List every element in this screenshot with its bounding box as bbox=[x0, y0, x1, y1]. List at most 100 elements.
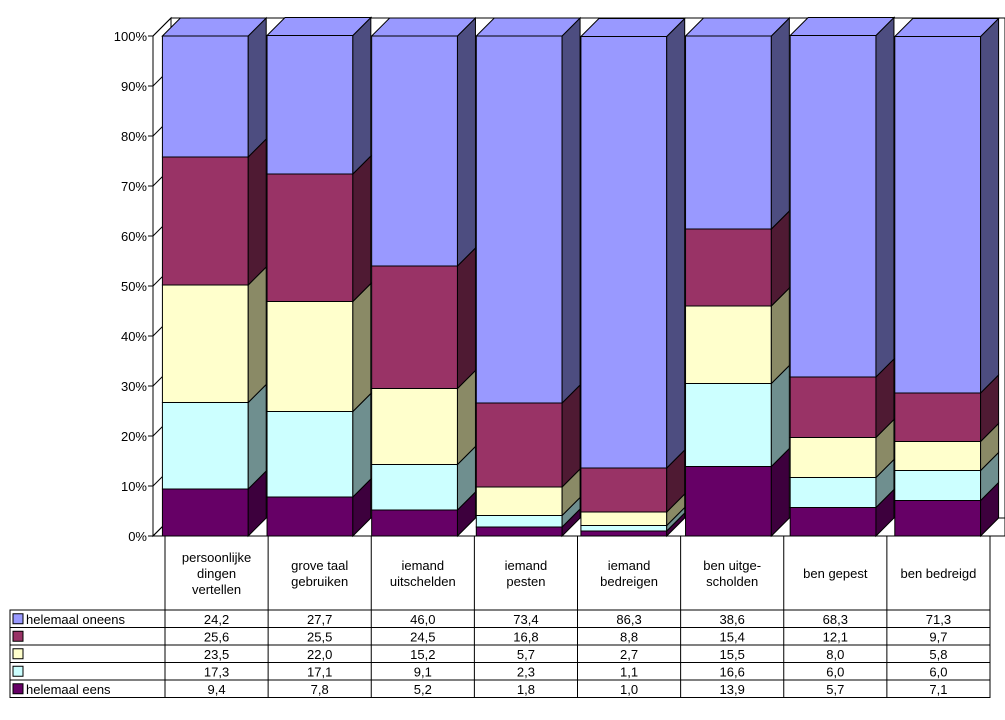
bar-top bbox=[788, 17, 896, 36]
bar-top bbox=[265, 17, 373, 36]
data-label: 5,7 bbox=[517, 647, 535, 662]
bar-segment-side bbox=[875, 16, 895, 379]
data-label: 1,8 bbox=[517, 682, 535, 697]
category-label: vertellen bbox=[192, 582, 241, 597]
bar-segment bbox=[371, 509, 458, 537]
data-label: 17,1 bbox=[307, 664, 332, 679]
bar-segment-side bbox=[980, 17, 1000, 395]
bar-segment bbox=[161, 402, 249, 490]
data-label: 9,7 bbox=[929, 629, 947, 644]
bar-segment bbox=[894, 470, 982, 501]
bar-segment bbox=[371, 464, 458, 511]
category-label: ben gepest bbox=[803, 566, 868, 581]
bar-segment-side bbox=[666, 17, 686, 470]
bar-segment bbox=[789, 35, 877, 378]
data-label: 5,7 bbox=[826, 682, 844, 697]
bar-segment bbox=[475, 35, 563, 404]
bar-top bbox=[893, 18, 1000, 37]
data-label: 6,0 bbox=[929, 664, 947, 679]
category-label: ben bedreigd bbox=[900, 566, 976, 581]
bar-segment bbox=[266, 496, 354, 537]
category-label: iemand bbox=[505, 558, 548, 573]
data-label: 9,1 bbox=[414, 664, 432, 679]
data-label: 86,3 bbox=[616, 612, 641, 627]
category-label: pesten bbox=[506, 574, 545, 589]
bar-top bbox=[684, 17, 791, 37]
data-label: 68,3 bbox=[823, 612, 848, 627]
data-label: 7,8 bbox=[311, 682, 329, 697]
bar-segment bbox=[475, 486, 563, 516]
data-label: 24,5 bbox=[410, 629, 435, 644]
data-label: 15,4 bbox=[720, 629, 745, 644]
y-tick-label: 20% bbox=[121, 429, 147, 444]
bar-segment bbox=[266, 411, 354, 498]
bar-segment bbox=[580, 511, 668, 526]
legend-label: helemaal oneens bbox=[26, 612, 126, 627]
data-label: 24,2 bbox=[204, 612, 229, 627]
bar-segment-side bbox=[352, 154, 372, 303]
bar-segment bbox=[685, 466, 772, 537]
y-tick-label: 30% bbox=[121, 379, 147, 394]
data-label: 2,3 bbox=[517, 664, 535, 679]
y-tick-label: 0% bbox=[128, 529, 147, 544]
bar-segment bbox=[580, 467, 668, 513]
data-label: 6,0 bbox=[826, 664, 844, 679]
bar-segment bbox=[371, 35, 458, 267]
data-label: 13,9 bbox=[720, 682, 745, 697]
bar-segment bbox=[266, 173, 354, 302]
bar-top bbox=[161, 17, 268, 37]
bar-segment bbox=[161, 284, 249, 403]
y-tick-label: 10% bbox=[121, 479, 147, 494]
bar-segment-side bbox=[561, 16, 581, 405]
data-label: 9,4 bbox=[208, 682, 226, 697]
y-tick-label: 60% bbox=[121, 229, 147, 244]
bar-segment bbox=[685, 228, 772, 307]
bar-segment bbox=[894, 392, 982, 442]
legend-key bbox=[12, 665, 24, 677]
data-label: 1,0 bbox=[620, 682, 638, 697]
category-label: ben uitge- bbox=[703, 558, 761, 573]
category-label: scholden bbox=[706, 574, 758, 589]
bar-segment bbox=[685, 305, 772, 384]
bar-segment bbox=[580, 525, 668, 532]
bar-segment bbox=[161, 156, 249, 286]
bar-segment bbox=[789, 477, 877, 508]
y-tick-label: 90% bbox=[121, 79, 147, 94]
y-tick-label: 50% bbox=[121, 279, 147, 294]
bar-segment-side bbox=[247, 265, 267, 404]
data-label: 17,3 bbox=[204, 664, 229, 679]
y-tick-label: 40% bbox=[121, 329, 147, 344]
bar-segment-side bbox=[247, 137, 267, 287]
data-label: 5,8 bbox=[929, 647, 947, 662]
data-label: 38,6 bbox=[720, 612, 745, 627]
category-label: iemand bbox=[401, 558, 444, 573]
bar-segment bbox=[161, 35, 249, 158]
category-label: uitschelden bbox=[390, 574, 456, 589]
bar-top bbox=[370, 17, 477, 37]
category-label: bedreigen bbox=[600, 574, 658, 589]
legend-key bbox=[12, 683, 24, 695]
data-label: 25,5 bbox=[307, 629, 332, 644]
data-label: 71,3 bbox=[926, 612, 951, 627]
category-label: grove taal bbox=[291, 558, 348, 573]
legend-key bbox=[12, 630, 24, 642]
legend-key bbox=[12, 613, 24, 625]
data-label: 46,0 bbox=[410, 612, 435, 627]
bar-segment bbox=[371, 388, 458, 465]
data-label: 25,6 bbox=[204, 629, 229, 644]
bar-segment bbox=[580, 36, 668, 469]
bar-segment bbox=[475, 515, 563, 528]
data-label: 16,8 bbox=[513, 629, 538, 644]
data-label: 7,1 bbox=[929, 682, 947, 697]
bar-segment bbox=[894, 500, 982, 537]
category-label: iemand bbox=[608, 558, 651, 573]
data-label: 8,0 bbox=[826, 647, 844, 662]
bar-top bbox=[475, 17, 582, 37]
bar-segment-side bbox=[770, 16, 790, 231]
bar-segment bbox=[685, 383, 772, 467]
legend-label: helemaal eens bbox=[26, 682, 111, 697]
data-label: 12,1 bbox=[823, 629, 848, 644]
bar-segment bbox=[475, 526, 563, 537]
y-tick-label: 100% bbox=[114, 29, 148, 44]
